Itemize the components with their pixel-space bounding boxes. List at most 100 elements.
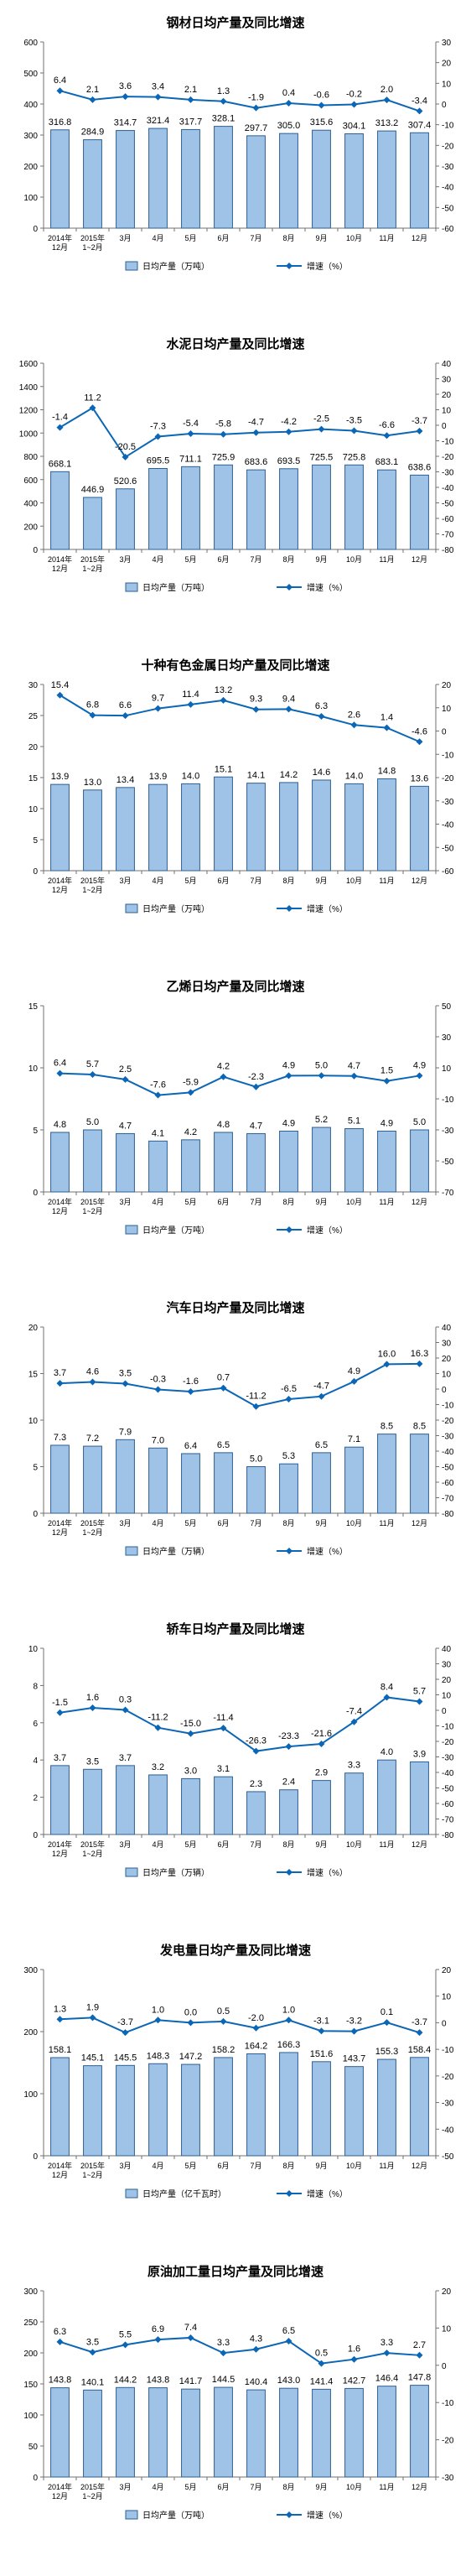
y-tick-label-left: 8 bbox=[33, 1682, 38, 1691]
growth-point bbox=[350, 2027, 358, 2035]
growth-point bbox=[220, 430, 227, 438]
bar-value-label: 143.8 bbox=[147, 2376, 170, 2386]
x-tick-label-line: 2015年 bbox=[80, 876, 105, 885]
y-tick-label-right: 20 bbox=[442, 1676, 452, 1685]
y-tick-label-right: -10 bbox=[442, 1402, 454, 1411]
y-tick-label-left: 5 bbox=[33, 1127, 38, 1136]
bar-value-label: 14.0 bbox=[345, 771, 363, 781]
growth-value-label: 0.5 bbox=[315, 2349, 328, 2359]
legend-line-marker bbox=[286, 1869, 292, 1876]
bar bbox=[83, 497, 102, 550]
growth-point bbox=[187, 1089, 194, 1096]
growth-point bbox=[350, 427, 358, 435]
legend-line-marker bbox=[286, 2511, 292, 2518]
x-tick-label: 6月 bbox=[217, 877, 229, 885]
growth-point bbox=[252, 429, 260, 436]
bar bbox=[50, 1132, 70, 1193]
growth-point bbox=[318, 713, 325, 721]
x-tick-label-line: 8月 bbox=[282, 1198, 294, 1206]
bar-value-label: 13.4 bbox=[116, 775, 134, 785]
bar bbox=[50, 1765, 70, 1835]
y-tick-label-left: 300 bbox=[23, 1966, 38, 1975]
y-tick-label-right: -60 bbox=[442, 1479, 454, 1488]
chart-svg: 钢材日均产量及同比增速0100200300400500600-60-50-40-… bbox=[23, 15, 454, 272]
x-tick-label-line: 4月 bbox=[152, 1840, 163, 1849]
growth-point bbox=[285, 1072, 292, 1080]
y-tick-label-left: 1000 bbox=[19, 429, 39, 439]
x-tick-label-line: 1~2月 bbox=[82, 1850, 102, 1858]
growth-point bbox=[89, 711, 96, 719]
x-tick-label-line: 2014年 bbox=[48, 2482, 72, 2491]
x-tick-label-line: 2015年 bbox=[80, 2161, 105, 2170]
growth-point bbox=[122, 2341, 129, 2349]
x-tick-label-line: 11月 bbox=[379, 2162, 394, 2170]
growth-value-label: -0.3 bbox=[150, 1375, 166, 1385]
y-tick-label-right: -70 bbox=[442, 1495, 454, 1504]
bar-value-label: 14.2 bbox=[280, 770, 298, 780]
x-tick-label: 8月 bbox=[282, 1840, 294, 1849]
y-tick-label-right: 20 bbox=[442, 1966, 452, 1975]
growth-value-label: 6.8 bbox=[86, 700, 99, 710]
bar-value-label: 151.6 bbox=[310, 2049, 334, 2059]
growth-point bbox=[187, 1387, 194, 1395]
x-tick-label: 2014年 12月 bbox=[48, 2161, 72, 2179]
growth-point bbox=[252, 104, 260, 112]
bar-value-label: 7.2 bbox=[86, 1434, 99, 1444]
x-tick-label: 2015年 1~2月 bbox=[80, 2482, 105, 2501]
bar bbox=[214, 2386, 233, 2478]
x-tick-label-line: 11月 bbox=[379, 555, 394, 564]
growth-value-label: -1.5 bbox=[52, 1698, 68, 1708]
y-tick-label-right: 20 bbox=[442, 391, 452, 400]
y-tick-label-right: 20 bbox=[442, 2287, 452, 2297]
bar bbox=[83, 2065, 102, 2157]
x-tick-label: 7月 bbox=[250, 1198, 261, 1206]
bar bbox=[377, 469, 396, 550]
x-tick-label-line: 4月 bbox=[152, 2162, 163, 2170]
growth-point bbox=[89, 404, 96, 412]
y-tick-label-left: 10 bbox=[28, 1417, 39, 1426]
y-tick-label-right: -60 bbox=[442, 225, 454, 234]
growth-point bbox=[154, 1386, 162, 1393]
growth-value-label: -1.6 bbox=[183, 1376, 199, 1387]
x-tick-label: 3月 bbox=[119, 2162, 131, 2170]
legend-bar-label: 日均产量（万辆） bbox=[142, 1867, 210, 1878]
y-tick-label-right: -50 bbox=[442, 844, 454, 853]
y-tick-label-right: 10 bbox=[442, 1993, 452, 2002]
y-tick-label-right: 40 bbox=[442, 1324, 452, 1333]
growth-value-label: -15.0 bbox=[180, 1719, 201, 1729]
x-tick-label: 2014年 12月 bbox=[48, 233, 72, 252]
growth-value-label: 3.6 bbox=[119, 81, 132, 91]
growth-point bbox=[220, 1725, 227, 1732]
x-tick-label-line: 8月 bbox=[282, 1519, 294, 1527]
x-tick-label-line: 10月 bbox=[346, 877, 362, 885]
chart-svg: 十种有色金属日均产量及同比增速 0 5 10 15 20 25 30 -60 -50 -40 -30 -… bbox=[28, 658, 454, 914]
x-tick-label-line: 11月 bbox=[379, 2483, 394, 2491]
bar-value-label: 7.3 bbox=[54, 1433, 66, 1443]
growth-point bbox=[56, 1069, 64, 1077]
bar bbox=[246, 469, 266, 550]
bar bbox=[344, 133, 364, 229]
growth-value-label: 6.4 bbox=[54, 1059, 66, 1069]
y-tick-label-right: 20 bbox=[442, 1355, 452, 1364]
growth-value-label: 6.5 bbox=[282, 2326, 295, 2336]
growth-line bbox=[60, 1072, 420, 1096]
growth-point bbox=[252, 2024, 260, 2032]
legend-line-label: 增速（%） bbox=[307, 1546, 348, 1557]
x-tick-label-line: 6月 bbox=[217, 234, 229, 242]
growth-value-label: 3.7 bbox=[54, 1368, 66, 1378]
chart-panel: 原油加工量日均产量及同比增速 0 50 100 150 200 250 300 -30 -20 -1… bbox=[0, 2249, 471, 2570]
bar-value-label: 3.5 bbox=[86, 1756, 99, 1767]
x-tick-label: 11月 bbox=[379, 234, 394, 242]
growth-value-label: 0.0 bbox=[184, 2007, 197, 2017]
bar bbox=[148, 2387, 168, 2478]
x-tick-label: 11月 bbox=[379, 1198, 394, 1206]
growth-value-label: 4.2 bbox=[217, 1062, 230, 1072]
y-tick-label-right: -80 bbox=[442, 1831, 454, 1840]
bar-value-label: 142.7 bbox=[343, 2376, 366, 2386]
legend-line-label: 增速（%） bbox=[307, 582, 348, 593]
growth-point bbox=[383, 96, 391, 104]
growth-value-label: -2.5 bbox=[313, 414, 329, 424]
y-tick-label-right: 30 bbox=[442, 1661, 452, 1670]
bar-value-label: 693.5 bbox=[277, 456, 301, 466]
